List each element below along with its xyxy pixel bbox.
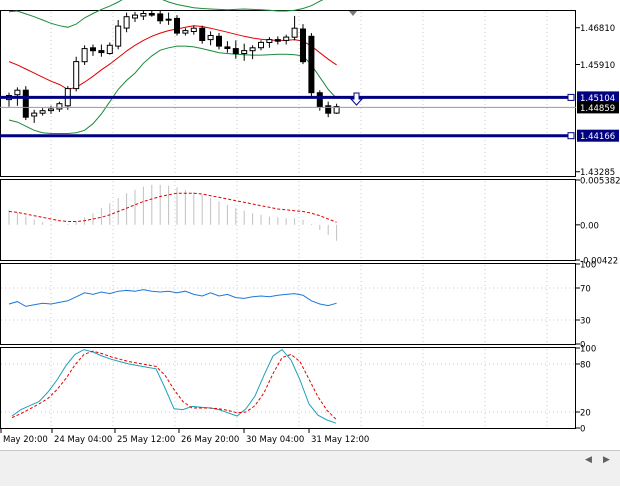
candle-bear [199, 27, 206, 42]
candle-bull [106, 44, 113, 54]
candle-bull [241, 50, 248, 54]
candle-bull [140, 13, 147, 17]
bottom-scroll-bar[interactable]: ◀ ▶ [0, 450, 620, 486]
scroll-left-icon[interactable]: ◀ [585, 455, 592, 465]
candle-bear [90, 47, 96, 52]
candle-bull [48, 108, 54, 112]
stochastic-k-line [11, 348, 337, 424]
candle-bear [316, 92, 323, 108]
candle-bull [283, 36, 290, 41]
candle-bull [207, 35, 214, 41]
oscillator2-tick-label: 100 [580, 261, 596, 271]
price-label-box [577, 91, 619, 104]
candle-bear [22, 89, 29, 118]
moving-average-line [8, 25, 337, 90]
oscillator2-panel-frame [0, 263, 576, 345]
price-label-line-upper: 1.45104 [580, 94, 615, 104]
candle-bull [333, 106, 340, 114]
candle-bear [148, 13, 155, 16]
line-handle-icon [567, 93, 575, 101]
time-axis-label: 24 May 04:00 [54, 435, 112, 445]
candle-bull [73, 61, 80, 90]
bollinger-lower-line [8, 45, 337, 134]
candle-bull [123, 16, 130, 29]
candle-bear [224, 46, 231, 50]
candle-bear [325, 105, 332, 114]
candle-bear [300, 28, 306, 63]
candle-bull [182, 30, 189, 34]
oscillator3-tick-label: 80 [580, 361, 591, 371]
price-tick-label: 1.43285 [580, 168, 615, 178]
price-tick-label: 1.45910 [580, 61, 615, 71]
candle-bear [174, 17, 180, 34]
candle-bear [157, 13, 164, 22]
signal-line [8, 192, 337, 223]
oscillator1-tick-label: -0.00422 [580, 257, 618, 267]
candle-bull [14, 89, 21, 96]
candle-bear [98, 50, 105, 54]
scroll-right-icon[interactable]: ▶ [603, 455, 610, 465]
time-axis-label: 31 May 12:00 [311, 435, 369, 445]
price-label-box [577, 101, 619, 114]
bollinger-upper-line [8, 0, 324, 28]
price-label-line-lower: 1.44166 [580, 132, 615, 142]
oscillator2-tick-label: 30 [580, 317, 591, 327]
chart-shift-marker[interactable] [349, 11, 357, 16]
line-handle-icon [567, 132, 575, 140]
oscillator2-tick-label: 70 [580, 285, 591, 295]
oscillator3-panel-frame [0, 347, 576, 429]
oscillator1-tick-label: 0.005382 [580, 177, 620, 187]
candle-bull [132, 14, 138, 19]
oscillator3-tick-label: 100 [580, 345, 596, 355]
price-tick-label: 1.46810 [580, 24, 615, 34]
candle-bull [258, 41, 264, 49]
candle-bull [165, 18, 172, 21]
time-axis-label: May 20:00 [3, 435, 48, 445]
candle-bull [115, 25, 122, 47]
stochastic-d-line [11, 350, 337, 420]
candle-bear [308, 35, 315, 94]
oscillator1-panel-frame [0, 179, 576, 261]
candle-bear [232, 48, 239, 54]
down-arrow-icon[interactable] [349, 92, 364, 106]
candle-bull [266, 39, 273, 43]
price-label-current-price: 1.44859 [580, 104, 615, 114]
time-axis-label: 30 May 04:00 [246, 435, 304, 445]
oscillator3-tick-label: 0 [580, 425, 585, 435]
time-axis-label: 26 May 20:00 [181, 435, 239, 445]
candle-bull [39, 110, 46, 114]
candle-bull [190, 27, 197, 33]
candle-bull [56, 103, 63, 110]
oscillator2-tick-label: 0 [580, 341, 585, 351]
price-panel-frame [0, 10, 576, 177]
candle-bull [31, 112, 38, 117]
candle-bull [291, 27, 298, 38]
oscillator1-tick-label: 0.00 [580, 221, 599, 231]
oscillator3-tick-label: 20 [580, 409, 591, 419]
candle-bear [216, 35, 222, 47]
candle-bull [249, 47, 256, 52]
time-axis-label: 25 May 12:00 [117, 435, 175, 445]
price-label-box [577, 129, 619, 142]
candle-bull [81, 48, 88, 63]
candle-bear [274, 39, 281, 42]
oscillator2-line [8, 289, 337, 307]
